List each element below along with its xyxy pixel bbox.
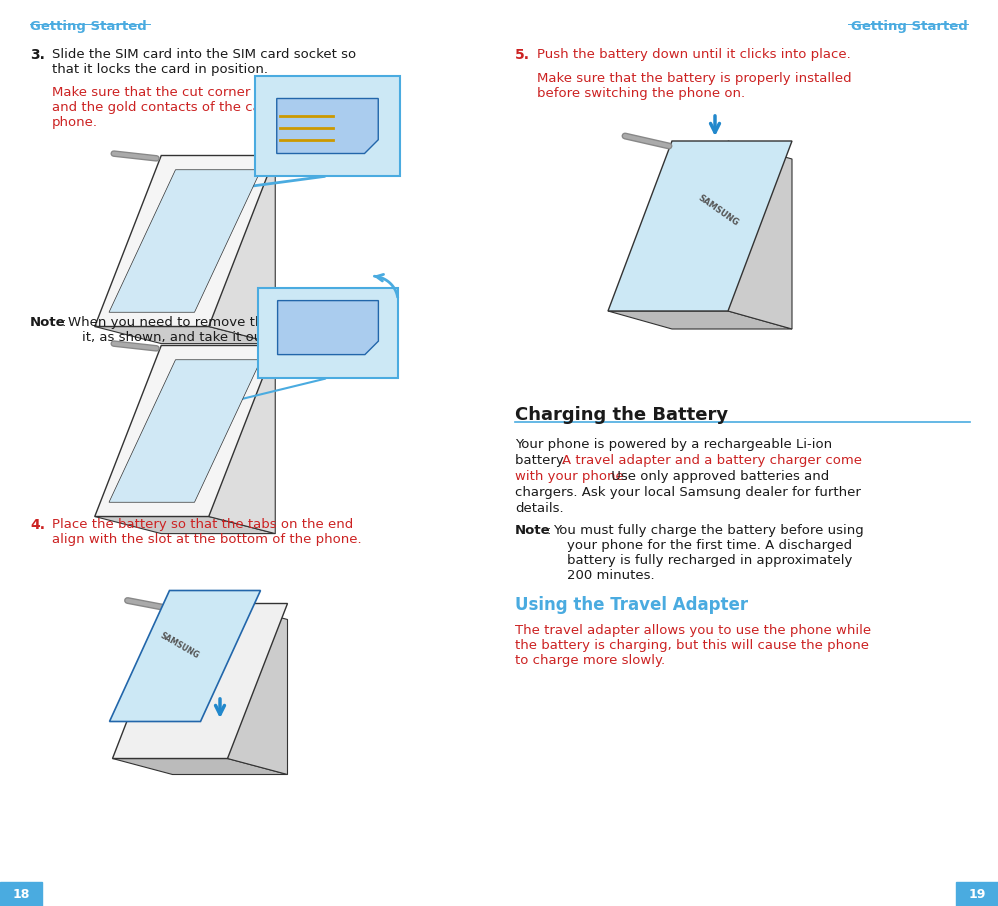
Text: Push the battery down until it clicks into place.: Push the battery down until it clicks in… (537, 48, 850, 61)
Text: 3.: 3. (30, 48, 45, 62)
Polygon shape (728, 141, 792, 329)
Polygon shape (110, 591, 260, 721)
Polygon shape (608, 141, 792, 311)
Text: Place the battery so that the tabs on the end: Place the battery so that the tabs on th… (52, 518, 353, 531)
Text: 18: 18 (12, 888, 30, 901)
Polygon shape (113, 758, 287, 775)
Bar (0, 882, 42, 906)
Polygon shape (109, 360, 261, 502)
Text: 4.: 4. (30, 518, 45, 532)
Text: Note: Note (30, 316, 66, 329)
Text: The travel adapter allows you to use the phone while: The travel adapter allows you to use the… (515, 624, 871, 637)
Text: battery is fully recharged in approximately: battery is fully recharged in approximat… (567, 554, 852, 567)
Text: Slide the SIM card into the SIM card socket so: Slide the SIM card into the SIM card soc… (52, 48, 356, 61)
Text: it, as shown, and take it out of the socket.: it, as shown, and take it out of the soc… (82, 331, 362, 344)
Polygon shape (276, 99, 378, 153)
Text: phone.: phone. (52, 116, 98, 129)
Text: 5.: 5. (515, 48, 530, 62)
Polygon shape (95, 156, 275, 326)
Text: 200 minutes.: 200 minutes. (567, 569, 655, 582)
Text: A travel adapter and a battery charger come: A travel adapter and a battery charger c… (562, 454, 862, 467)
Text: that it locks the card in position.: that it locks the card in position. (52, 63, 268, 76)
Text: Use only approved batteries and: Use only approved batteries and (607, 470, 829, 483)
Text: chargers. Ask your local Samsung dealer for further: chargers. Ask your local Samsung dealer … (515, 486, 861, 499)
Text: Getting Started: Getting Started (30, 20, 147, 33)
Text: SAMSUNG: SAMSUNG (696, 194, 740, 228)
Polygon shape (113, 603, 287, 758)
Bar (258, 288, 398, 378)
Bar (956, 882, 998, 906)
Polygon shape (95, 326, 275, 343)
Polygon shape (608, 311, 792, 329)
Polygon shape (109, 169, 261, 313)
Text: Using the Travel Adapter: Using the Travel Adapter (515, 596, 748, 614)
Text: before switching the phone on.: before switching the phone on. (537, 87, 746, 100)
Text: Getting Started: Getting Started (851, 20, 968, 33)
Text: your phone for the first time. A discharged: your phone for the first time. A dischar… (567, 539, 852, 552)
Polygon shape (209, 156, 275, 343)
Text: :: : (62, 316, 67, 329)
Text: align with the slot at the bottom of the phone.: align with the slot at the bottom of the… (52, 533, 361, 546)
Text: and the gold contacts of the card face into the: and the gold contacts of the card face i… (52, 101, 363, 114)
Polygon shape (228, 603, 287, 775)
Text: battery.: battery. (515, 454, 570, 467)
Text: Note: Note (515, 524, 551, 537)
Text: When you need to remove the SIM card, slide: When you need to remove the SIM card, sl… (68, 316, 372, 329)
Bar (255, 76, 400, 176)
Polygon shape (277, 301, 378, 354)
Text: :: : (547, 524, 551, 537)
Text: 19: 19 (968, 888, 986, 901)
Polygon shape (95, 345, 275, 516)
Text: the battery is charging, but this will cause the phone: the battery is charging, but this will c… (515, 639, 869, 652)
Text: to charge more slowly.: to charge more slowly. (515, 654, 665, 667)
Text: Make sure that the battery is properly installed: Make sure that the battery is properly i… (537, 72, 851, 85)
Text: Make sure that the cut corner is bottom right: Make sure that the cut corner is bottom … (52, 86, 353, 99)
Polygon shape (95, 516, 275, 534)
Text: SAMSUNG: SAMSUNG (159, 631, 201, 660)
Text: Charging the Battery: Charging the Battery (515, 406, 729, 424)
Text: Your phone is powered by a rechargeable Li-ion: Your phone is powered by a rechargeable … (515, 438, 832, 451)
Text: You must fully charge the battery before using: You must fully charge the battery before… (553, 524, 863, 537)
Polygon shape (209, 345, 275, 534)
Text: details.: details. (515, 502, 564, 515)
Text: with your phone.: with your phone. (515, 470, 628, 483)
